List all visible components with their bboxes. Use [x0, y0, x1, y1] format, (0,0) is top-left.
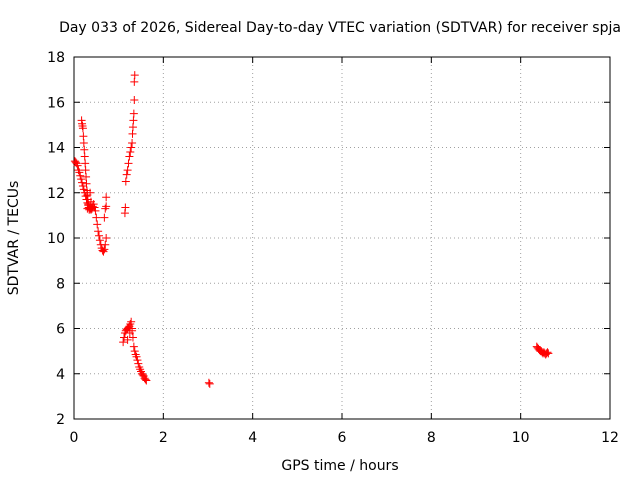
data-point	[121, 177, 130, 186]
data-point	[204, 378, 213, 387]
data-point	[138, 370, 147, 379]
data-point	[78, 124, 87, 133]
data-point	[130, 71, 139, 80]
data-point	[124, 159, 133, 168]
data-point	[122, 170, 131, 179]
data-point	[130, 347, 139, 356]
data-point	[123, 166, 132, 175]
x-tick-label: 8	[427, 430, 436, 446]
grid	[74, 57, 610, 419]
data-point	[81, 192, 90, 201]
data-point	[79, 138, 88, 147]
data-point	[78, 181, 87, 190]
data-point	[82, 172, 91, 181]
data-point	[76, 171, 85, 180]
data-point	[87, 204, 96, 213]
data-points	[70, 71, 553, 388]
data-point	[81, 166, 90, 175]
data-point	[128, 129, 137, 138]
y-tick-label: 10	[47, 231, 65, 247]
y-tick-label: 14	[47, 141, 65, 157]
data-point	[124, 323, 133, 332]
data-point	[123, 335, 132, 344]
data-point	[142, 376, 151, 385]
data-point	[128, 138, 137, 147]
y-tick-label: 6	[56, 322, 65, 338]
data-point	[205, 379, 214, 388]
data-point	[102, 202, 111, 211]
data-point	[81, 159, 90, 168]
data-point	[102, 193, 111, 202]
y-tick-label: 4	[56, 367, 65, 383]
x-tick-label: 10	[512, 430, 530, 446]
data-point	[82, 179, 91, 188]
data-point	[102, 234, 111, 242]
data-point	[130, 77, 139, 86]
data-point	[129, 342, 138, 351]
x-tick-label: 12	[601, 430, 619, 446]
data-point	[93, 220, 102, 229]
data-point	[128, 123, 137, 132]
data-point	[95, 236, 104, 245]
data-point	[100, 213, 109, 222]
data-point	[121, 203, 130, 212]
data-point	[133, 356, 142, 365]
y-tick-label: 2	[56, 412, 65, 428]
data-point	[79, 132, 88, 141]
data-point	[98, 246, 107, 255]
data-point	[86, 188, 95, 197]
data-point	[119, 338, 128, 347]
x-tick-label: 0	[70, 430, 79, 446]
data-point	[127, 143, 136, 152]
data-point	[128, 326, 137, 335]
data-point	[101, 240, 110, 249]
data-point	[134, 359, 143, 368]
y-tick-label: 16	[47, 95, 65, 111]
data-point	[132, 352, 141, 361]
data-point	[543, 348, 552, 357]
data-point	[80, 145, 89, 154]
data-point	[94, 227, 103, 236]
y-tick-label: 8	[56, 276, 65, 292]
y-tick-label: 12	[47, 186, 65, 202]
data-point	[128, 333, 137, 342]
data-point	[73, 161, 82, 170]
data-point	[544, 349, 553, 358]
x-axis-title: GPS time / hours	[281, 458, 398, 474]
data-point	[127, 317, 136, 326]
data-point	[101, 204, 110, 213]
y-tick-label: 18	[47, 50, 65, 66]
data-point	[131, 350, 140, 359]
data-point	[92, 213, 101, 222]
data-point	[141, 375, 150, 384]
data-point	[120, 333, 129, 342]
data-point	[100, 245, 109, 254]
data-point	[80, 152, 89, 161]
x-tick-label: 4	[248, 430, 257, 446]
data-point	[71, 158, 80, 167]
data-point	[126, 148, 135, 157]
data-point	[129, 109, 138, 118]
data-point	[86, 197, 95, 206]
x-tick-label: 6	[338, 430, 347, 446]
x-tick-label: 2	[159, 430, 168, 446]
data-point	[77, 175, 86, 184]
data-point	[95, 231, 104, 240]
data-point	[125, 152, 134, 161]
data-point	[78, 178, 87, 187]
y-axis-title: SDTVAR / TECUs	[6, 181, 22, 296]
data-point	[129, 116, 138, 125]
chart-title: Day 033 of 2026, Sidereal Day-to-day VTE…	[59, 20, 621, 36]
data-point	[75, 168, 84, 177]
data-point	[74, 166, 83, 175]
data-point	[130, 95, 139, 104]
